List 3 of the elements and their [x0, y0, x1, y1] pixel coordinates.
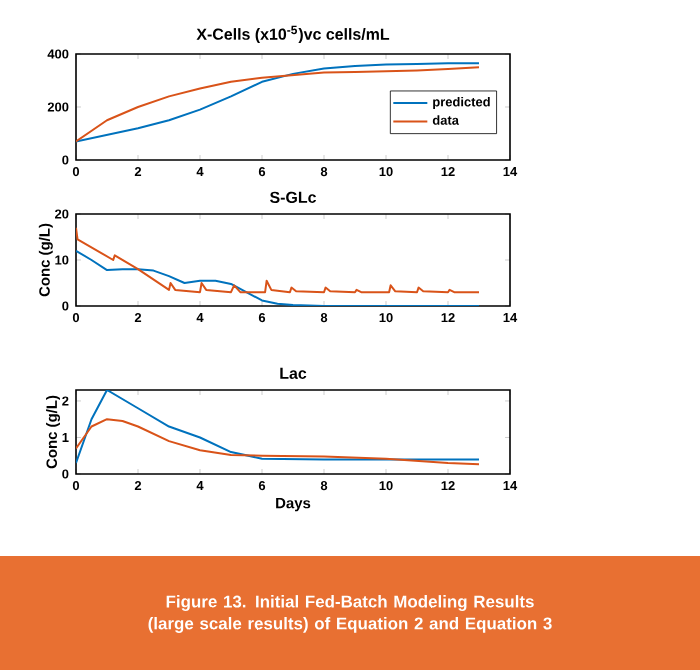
line-series [76, 226, 481, 294]
text: Figure 13. Initial Fed-Batch Modeling Results (large scale results) of Equation 2 and Equation 3 [148, 595, 552, 633]
line-series [76, 418, 480, 466]
